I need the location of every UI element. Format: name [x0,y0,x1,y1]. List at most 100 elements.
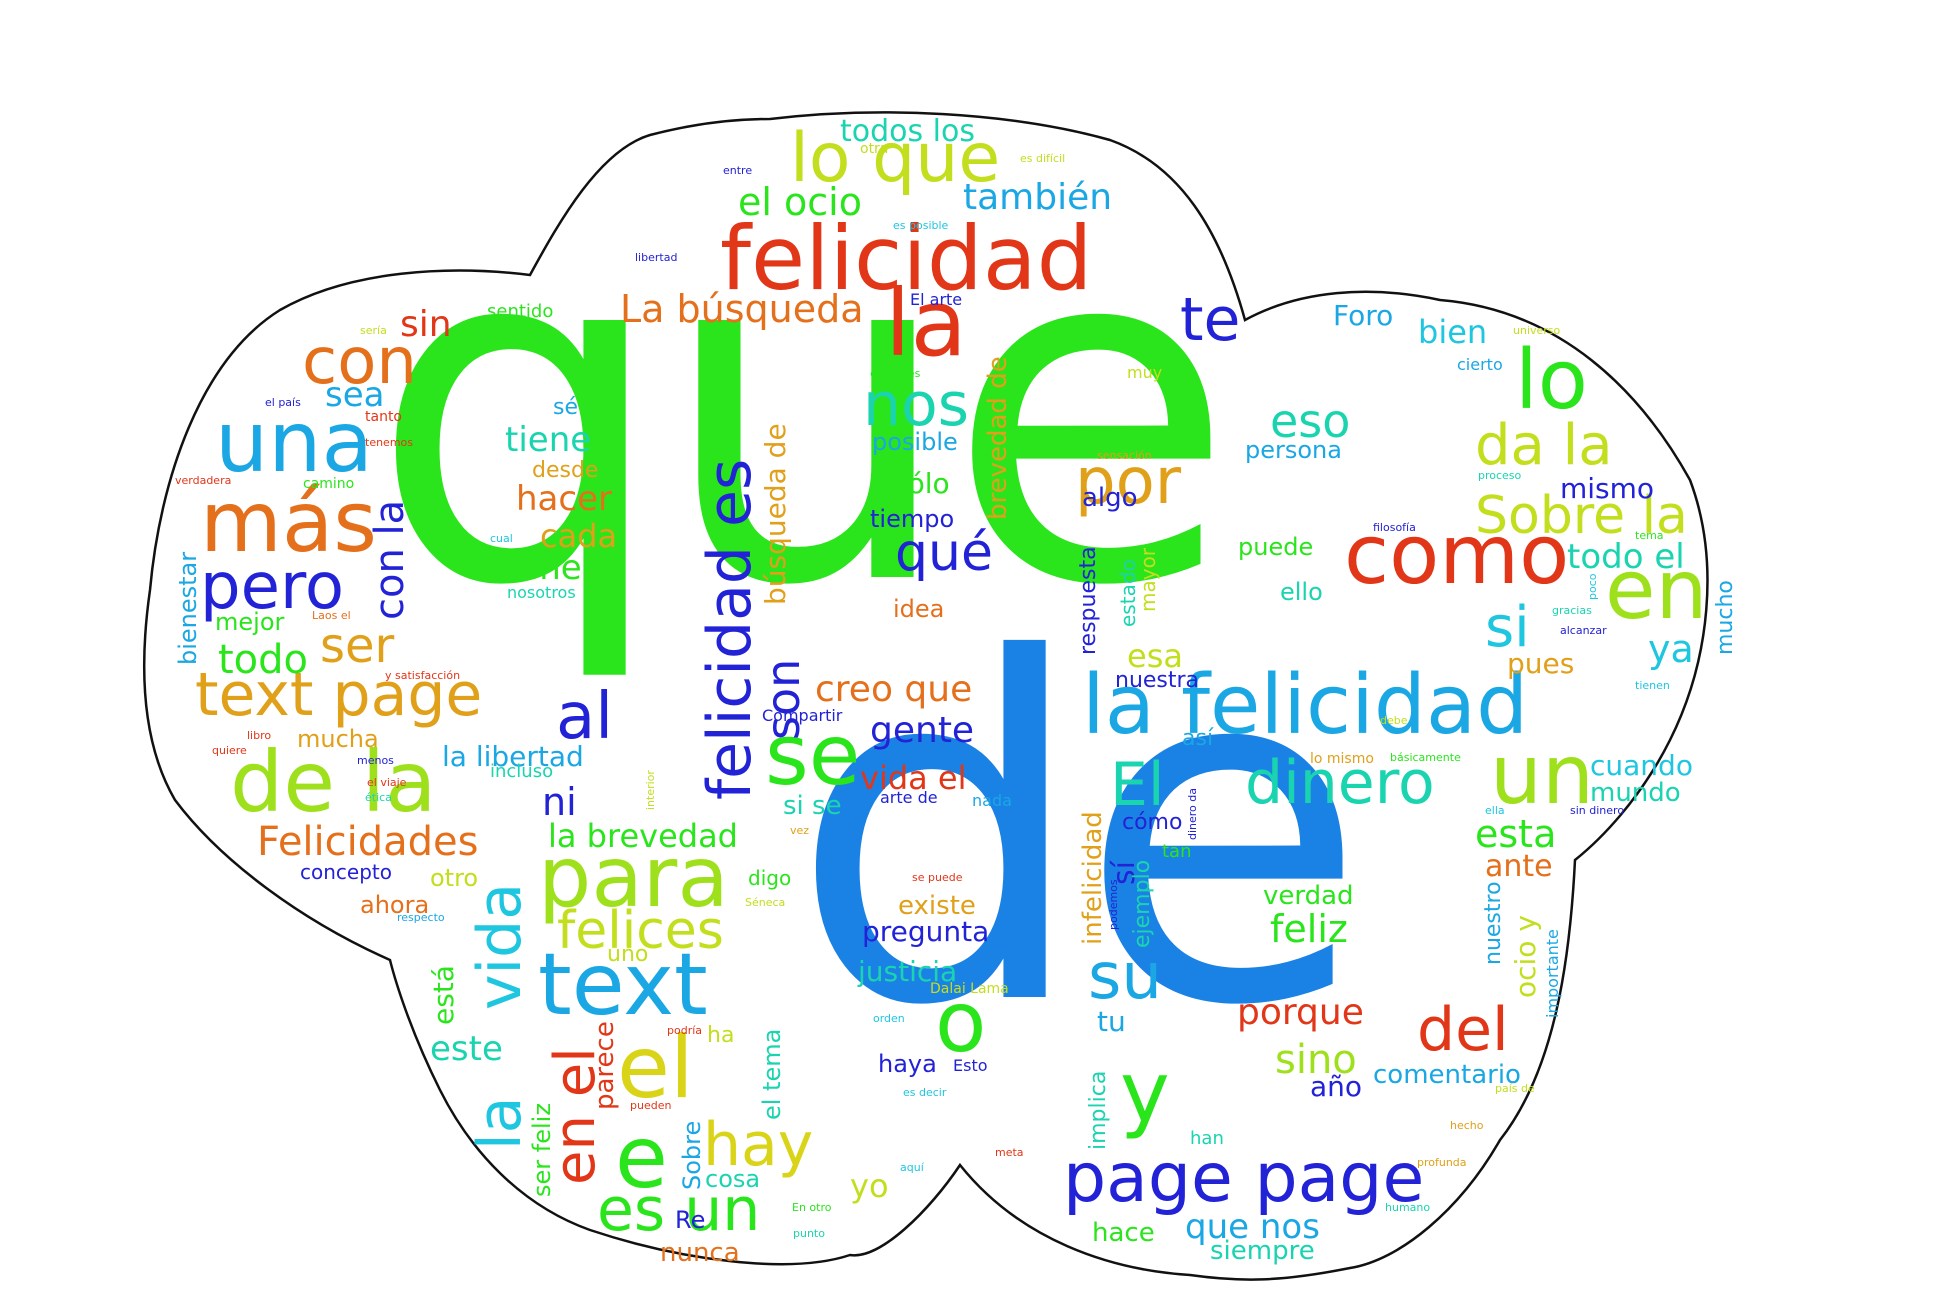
word-porque: porque [1237,992,1364,1033]
word-etica: ética [365,791,392,804]
word-con-la: con la [367,499,413,620]
word-foro: Foro [1333,299,1394,332]
word-y-satisfaccion: y satisfacción [385,669,461,682]
word-dinero: dinero [1245,748,1435,818]
word-gente: gente [870,710,975,751]
word-universo: universo [1513,324,1561,337]
word-algo: algo [1082,483,1138,513]
word-esto: Esto [953,1056,988,1075]
word-posible: posible [872,428,958,456]
word-yo: yo [850,1167,889,1205]
word-o: o [935,973,987,1071]
word-lo-que: lo que [790,119,1001,198]
word-punto: punto [793,1227,825,1240]
word-desde: desde [532,458,599,483]
word-sin: sin [400,304,452,345]
word-ha: ha [707,1023,735,1048]
word-ahora: ahora [360,891,430,919]
word-la-felicidad: la felicidad [1082,658,1529,753]
word-lo-mismo: lo mismo [1310,751,1374,767]
word-nuestra: nuestra [1115,668,1200,693]
word-si-se: si se [783,791,842,821]
word-son: son [756,658,810,740]
word-ser: ser [320,618,395,674]
word-poco: poco [1586,573,1599,601]
word-infelicidad: infelicidad [1078,811,1108,945]
word-una: una [215,393,373,491]
word-justicia: justicia [858,955,958,988]
word-puede: puede [1238,533,1314,561]
word-en: en [1605,543,1708,638]
word-en-otro: En otro [792,1201,832,1214]
word-pues: pues [1507,647,1575,680]
word-feliz: feliz [1270,907,1348,951]
word-sin-dinero: sin dinero [1570,804,1625,817]
word-el-arte: El arte [910,290,963,309]
word-el-tema: el tema [758,1028,786,1120]
word-parece: parece [590,1021,620,1110]
word-persona: persona [1245,436,1342,464]
word-hacer: hacer [516,479,612,519]
word-ocio-y: ocio y [1509,915,1542,998]
word-humano: humano [1385,1201,1431,1214]
word-camino: camino [303,476,355,492]
word-ello: ello [1280,578,1323,606]
word-la-brevedad: la brevedad [548,817,738,855]
word-uno: uno [607,942,649,967]
word-laos-el: Laos el [312,609,351,622]
word-mismo: mismo [1560,472,1655,505]
word-felicidad: felicidad [720,207,1093,310]
word-hecho: hecho [1450,1119,1484,1132]
word-asi: así [1182,726,1214,751]
word-tanto: tanto [365,409,402,425]
word-verdadera: verdadera [175,474,232,487]
word-da-la: da la [1475,413,1613,478]
word-mucha: mucha [297,725,379,753]
word-profunda: profunda [1417,1156,1467,1169]
word-otra: otra [860,141,889,157]
word-sea: sea [325,375,385,415]
word-concepto: concepto [300,860,392,884]
word-verdad: verdad [1263,881,1354,911]
word-todos-los: todos los [840,114,975,149]
word-importante: importante [1543,929,1562,1018]
word-tiempo: tiempo [870,505,955,533]
word-tiene: tiene [505,420,592,460]
word-es-dificil: es difícil [1020,152,1066,165]
word-sobre-la: Sobre la [1475,486,1688,546]
word-debe: debe [1380,714,1408,727]
word-arte-de: arte de [880,788,938,807]
word-filosofia: filosofía [1373,521,1416,534]
word-es-posible: es posible [893,219,949,232]
word-de: de [790,561,1367,1108]
word-felices: felices [557,901,724,961]
word-nada: nada [972,791,1012,810]
word-estado: estado [1116,559,1140,627]
word-la-2: la [465,1096,535,1150]
word-nos: nos [863,370,969,440]
word-todo: todo [218,637,309,683]
word-libertad: libertad [635,251,678,264]
word-como: como [1344,508,1570,603]
word-tenemos: tenemos [365,436,413,449]
word-han: han [1190,1128,1224,1149]
word-felicidades: Felicidades [257,819,479,865]
word-la-busqueda: La búsqueda [620,287,864,331]
word-menos: menos [357,754,394,767]
word-tu: tu [1097,1005,1126,1038]
word-vida-el: vida el [860,759,967,797]
word-muy: muy [1127,363,1163,382]
word-ya: ya [1648,627,1694,671]
word-podemos: podemos [1107,879,1120,930]
word-te: te [1180,285,1241,355]
word-proceso: proceso [1478,469,1522,482]
word-re: Re [675,1206,706,1234]
word-eso: eso [1270,394,1351,448]
word-su: su [1088,940,1162,1014]
word-este: este [430,1029,503,1069]
word-implica: implica [1086,1070,1111,1150]
word-es-decir: es decir [903,1086,947,1099]
word-nuestro: nuestro [1481,881,1506,965]
word-el-ocio: el ocio [738,180,862,224]
